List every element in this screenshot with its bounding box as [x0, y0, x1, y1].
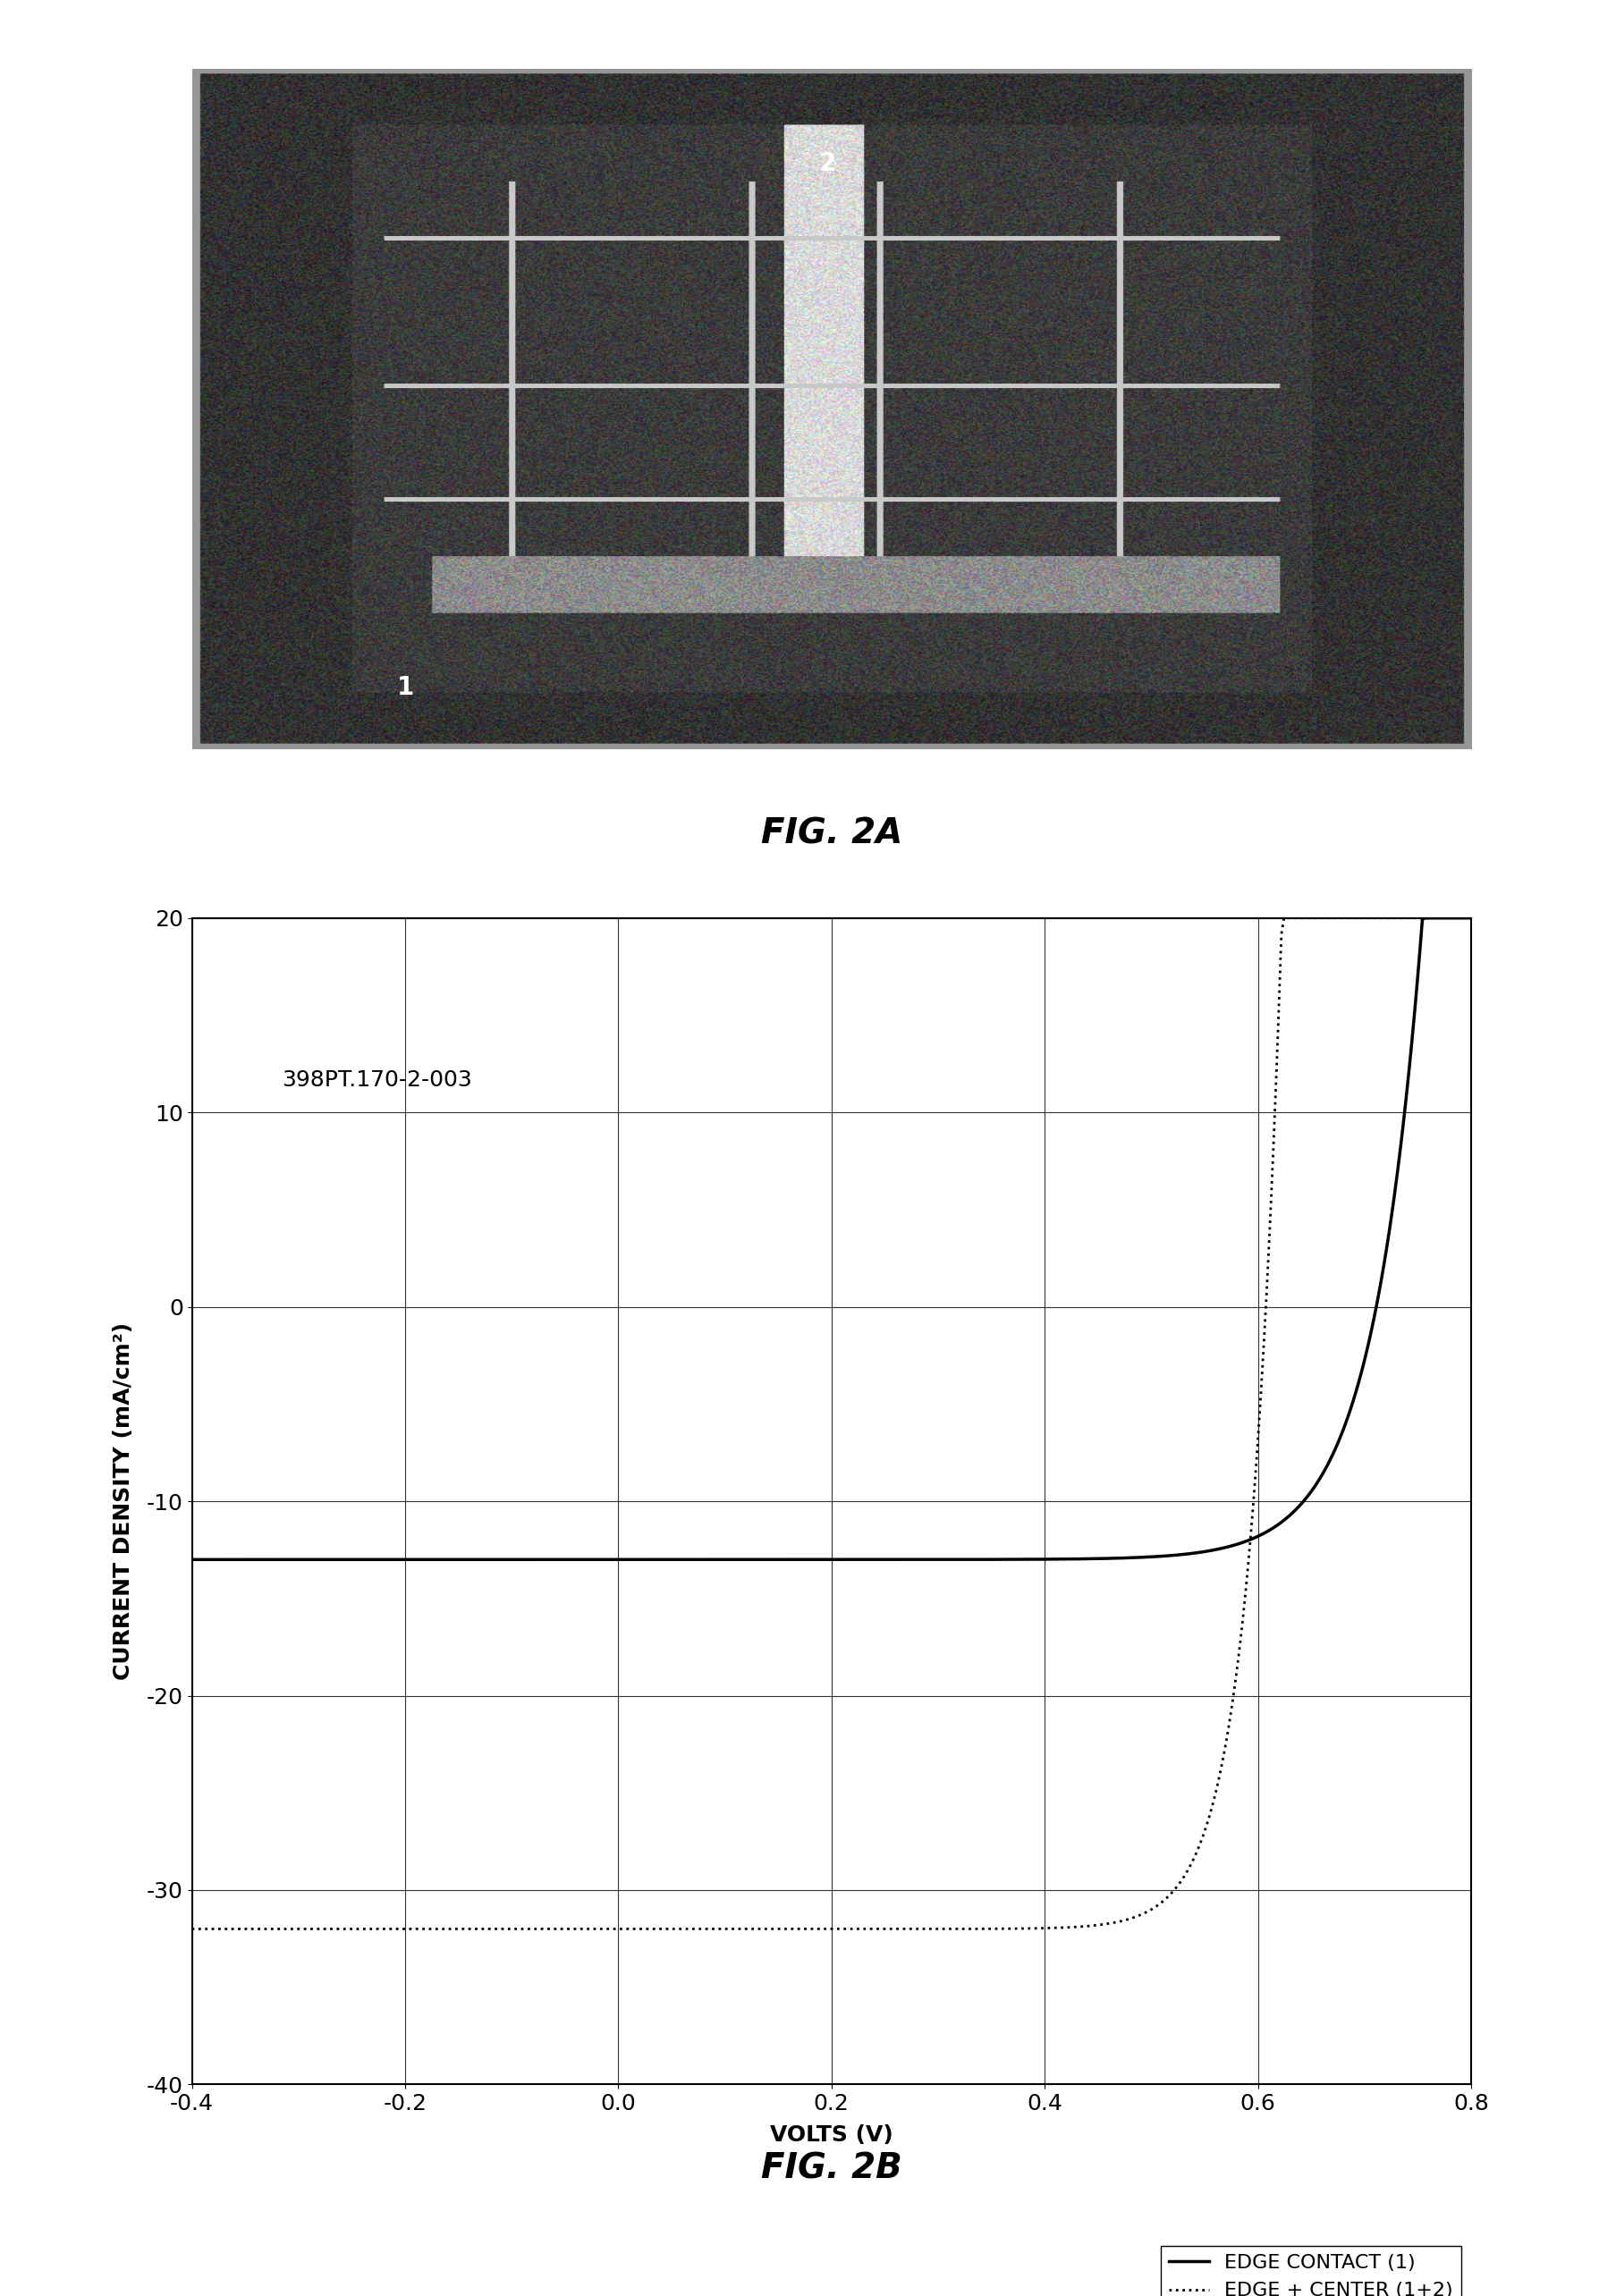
Text: 398PT.170-2-003: 398PT.170-2-003	[281, 1070, 472, 1091]
Text: 1: 1	[397, 675, 414, 700]
Text: 2: 2	[819, 152, 836, 177]
Text: FIG. 2A: FIG. 2A	[761, 817, 902, 850]
X-axis label: VOLTS (V): VOLTS (V)	[769, 2124, 894, 2147]
Text: FIG. 2B: FIG. 2B	[761, 2151, 902, 2186]
Legend: EDGE CONTACT (1), EDGE + CENTER (1+2): EDGE CONTACT (1), EDGE + CENTER (1+2)	[1161, 2245, 1461, 2296]
Y-axis label: CURRENT DENSITY (mA/cm²): CURRENT DENSITY (mA/cm²)	[112, 1322, 134, 1681]
